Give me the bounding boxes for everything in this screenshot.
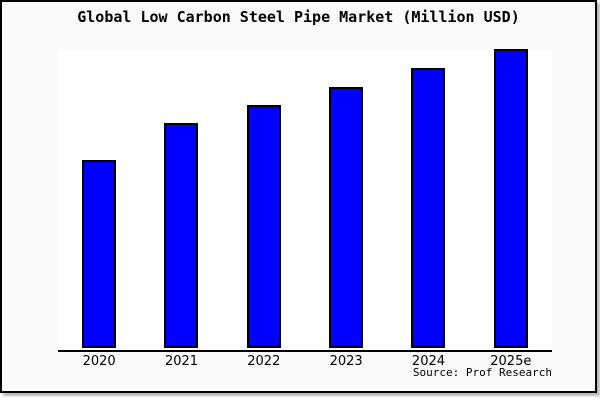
x-tick-2022: 2022 bbox=[247, 354, 281, 369]
x-axis-ticks: 2020 2021 2022 2023 2024 2025e bbox=[58, 354, 552, 369]
x-tick-2020: 2020 bbox=[82, 354, 116, 369]
bar-2025e bbox=[493, 49, 528, 348]
x-tick-2023: 2023 bbox=[329, 354, 363, 369]
bar-slot bbox=[470, 49, 552, 348]
x-tick-2025e: 2025e bbox=[490, 354, 532, 369]
x-tick-2021: 2021 bbox=[164, 354, 199, 369]
bars bbox=[58, 49, 552, 348]
x-tick-2024: 2024 bbox=[411, 354, 446, 369]
bar-2024 bbox=[411, 67, 446, 348]
bar-slot bbox=[387, 49, 469, 348]
bar-2022 bbox=[246, 104, 281, 348]
source-label: Source: Prof Research bbox=[412, 366, 552, 379]
bar-slot bbox=[305, 49, 387, 348]
bar-slot bbox=[223, 49, 305, 348]
chart-frame: Global Low Carbon Steel Pipe Market (Mil… bbox=[0, 0, 597, 393]
bar-slot bbox=[58, 49, 140, 348]
plot-area bbox=[58, 49, 552, 352]
bar-2021 bbox=[164, 123, 199, 348]
bar-2023 bbox=[329, 86, 364, 348]
chart-title: Global Low Carbon Steel Pipe Market (Mil… bbox=[77, 8, 520, 26]
bar-2020 bbox=[82, 160, 117, 348]
bar-slot bbox=[140, 49, 222, 348]
